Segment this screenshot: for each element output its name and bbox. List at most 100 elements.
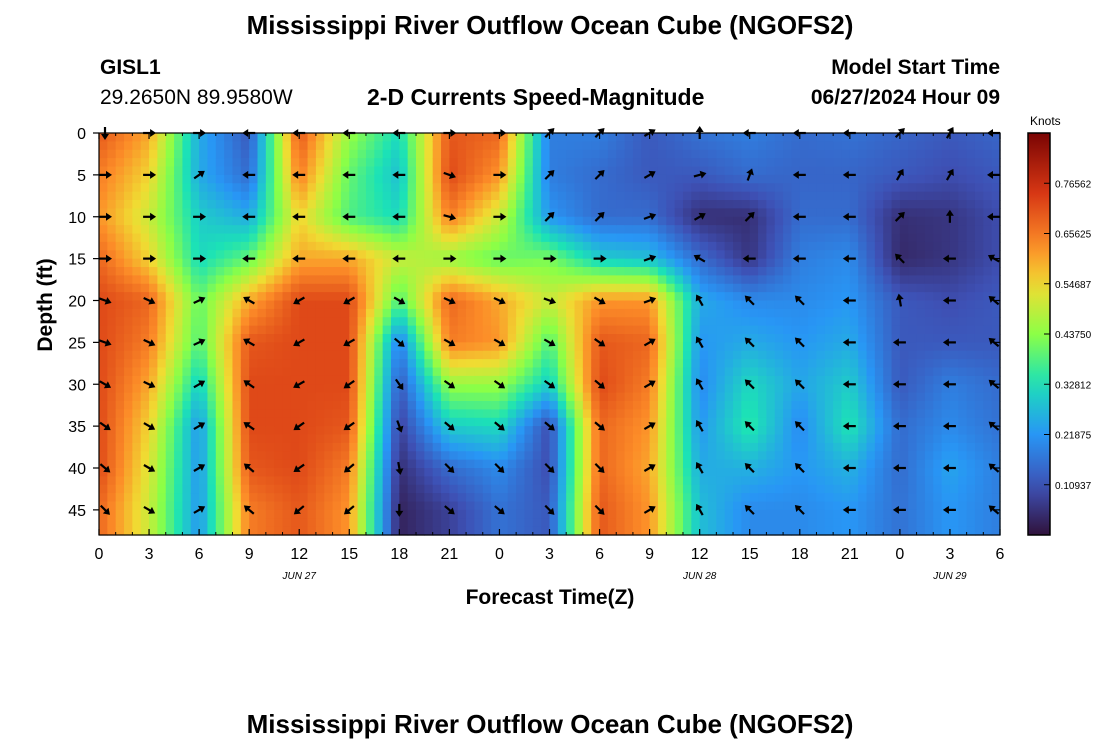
heatmap-cell [541, 350, 551, 360]
heatmap-cell [791, 493, 801, 503]
heatmap-cell [674, 158, 684, 168]
heatmap-cell [541, 342, 551, 352]
heatmap-cell [257, 250, 267, 260]
heatmap-cell [207, 359, 217, 369]
heatmap-cell [708, 468, 717, 477]
heatmap-cell [566, 509, 576, 519]
heatmap-cell [416, 384, 425, 394]
heatmap-cell [424, 149, 434, 159]
heatmap-cell [474, 442, 484, 452]
heatmap-cell [607, 200, 617, 209]
heatmap-cell [549, 526, 559, 536]
heatmap-cell [199, 241, 209, 251]
heatmap-cell [516, 267, 526, 276]
heatmap-cell [874, 342, 884, 352]
heatmap-cell [874, 409, 884, 419]
heatmap-cell [466, 484, 476, 494]
heatmap-cell [524, 484, 534, 494]
heatmap-cell [99, 342, 108, 352]
heatmap-cell [132, 267, 142, 276]
heatmap-cell [332, 158, 342, 168]
heatmap-cell [933, 233, 943, 243]
heatmap-cell [866, 459, 876, 469]
heatmap-cell [507, 334, 517, 343]
heatmap-cell [199, 476, 209, 486]
heatmap-cell [791, 275, 801, 285]
heatmap-cell [441, 191, 450, 201]
heatmap-cell [365, 342, 375, 352]
heatmap-cell [657, 526, 667, 536]
heatmap-cell [891, 350, 901, 360]
heatmap-cell [607, 401, 617, 410]
heatmap-cell [215, 283, 225, 293]
heatmap-cell [666, 501, 676, 511]
heatmap-cell [941, 434, 951, 444]
heatmap-cell [899, 392, 909, 402]
heatmap-cell [524, 476, 534, 486]
heatmap-cell [674, 275, 684, 285]
heatmap-cell [340, 384, 350, 394]
heatmap-cell [891, 459, 901, 469]
heatmap-cell [207, 476, 217, 486]
heatmap-cell [841, 518, 851, 528]
heatmap-cell [224, 241, 234, 251]
heatmap-cell [124, 501, 133, 511]
heatmap-cell [949, 501, 959, 511]
heatmap-cell [641, 250, 651, 260]
heatmap-cell [541, 258, 551, 268]
heatmap-cell [649, 174, 659, 184]
heatmap-cell [99, 233, 108, 243]
heatmap-cell [282, 392, 292, 402]
heatmap-cell [124, 342, 133, 352]
heatmap-cell [924, 526, 934, 536]
heatmap-cell [349, 158, 359, 168]
heatmap-cell [140, 375, 150, 385]
heatmap-cell [516, 392, 526, 402]
heatmap-cell [132, 434, 142, 444]
heatmap-cell [691, 250, 701, 260]
heatmap-cell [599, 325, 609, 335]
heatmap-cell [841, 526, 851, 536]
heatmap-cell [641, 141, 651, 151]
heatmap-cell [641, 518, 651, 528]
heatmap-cell [290, 401, 300, 410]
heatmap-cell [557, 200, 567, 209]
heatmap-cell [190, 183, 200, 193]
heatmap-cell [758, 384, 767, 394]
heatmap-cell [299, 342, 309, 352]
heatmap-cell [149, 426, 158, 436]
heatmap-cell [207, 526, 217, 536]
heatmap-cell [107, 191, 117, 201]
heatmap-cell [257, 392, 267, 402]
heatmap-cell [140, 241, 150, 251]
heatmap-cell [599, 267, 609, 276]
heatmap-cell [674, 509, 684, 519]
heatmap-cell [282, 526, 292, 536]
heatmap-cell [566, 158, 576, 168]
heatmap-cell [265, 442, 275, 452]
heatmap-cell [157, 401, 167, 410]
heatmap-cell [516, 526, 526, 536]
heatmap-cell [891, 401, 901, 410]
heatmap-cell [741, 250, 751, 260]
heatmap-cell [390, 233, 400, 243]
heatmap-cell [599, 426, 609, 436]
heatmap-cell [582, 476, 592, 486]
heatmap-cell [149, 518, 158, 528]
heatmap-cell [824, 451, 834, 461]
heatmap-cell [541, 476, 551, 486]
heatmap-cell [382, 392, 392, 402]
heatmap-cell [733, 350, 742, 360]
heatmap-cell [666, 250, 676, 260]
heatmap-cell [274, 401, 284, 410]
heatmap-cell [574, 308, 584, 318]
heatmap-cell [649, 283, 659, 293]
heatmap-cell [941, 292, 951, 302]
heatmap-cell [958, 250, 968, 260]
heatmap-cell [140, 518, 150, 528]
heatmap-cell [566, 434, 576, 444]
heatmap-cell [599, 526, 609, 536]
heatmap-cell [841, 434, 851, 444]
heatmap-cell [841, 141, 851, 151]
heatmap-cell [933, 183, 943, 193]
